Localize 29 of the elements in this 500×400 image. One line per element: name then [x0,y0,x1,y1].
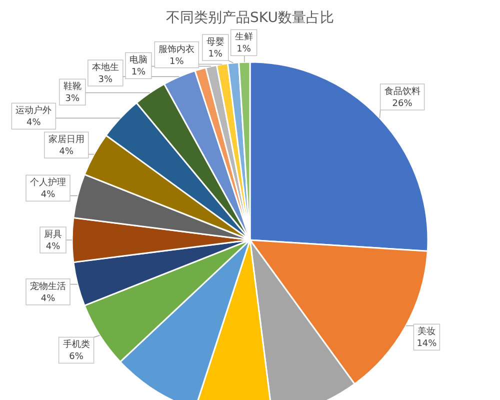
data-label: 3% [98,75,114,86]
slice-label: 食品饮料 [384,86,420,97]
data-label: 26% [392,98,413,109]
data-label: 4% [46,242,61,252]
data-label: 14% [416,339,438,350]
slice-label: 手机类 [62,339,90,350]
chart-title: 不同类别产品SKU数量占比 [166,10,334,26]
slice-label: 服饰内衣 [158,44,195,55]
slice-label: 本地生 [92,62,119,74]
data-label: 4% [26,118,42,128]
slice-label: 电脑 [129,54,148,66]
data-label: 6% [69,352,84,362]
slice-label: 美妆 [418,326,436,338]
data-label: 1% [236,44,252,55]
slice-label: 生鲜 [234,32,253,43]
data-label: 3% [65,94,80,104]
slice-label: 鞋靴 [63,81,82,92]
slice-label: 宠物生活 [30,280,66,292]
slice-label: 家居日用 [48,134,84,146]
data-label: 1% [170,56,184,67]
data-label: 1% [131,68,146,78]
slice-label: 母婴 [206,36,224,48]
data-label: 4% [40,190,56,200]
data-label: 4% [59,147,74,158]
slice-label: 厨具 [44,229,62,240]
slice-label: 运动户外 [16,105,52,116]
slice-label: 个人护理 [30,177,66,188]
data-label: 4% [40,294,56,304]
data-label: 1% [208,50,223,60]
